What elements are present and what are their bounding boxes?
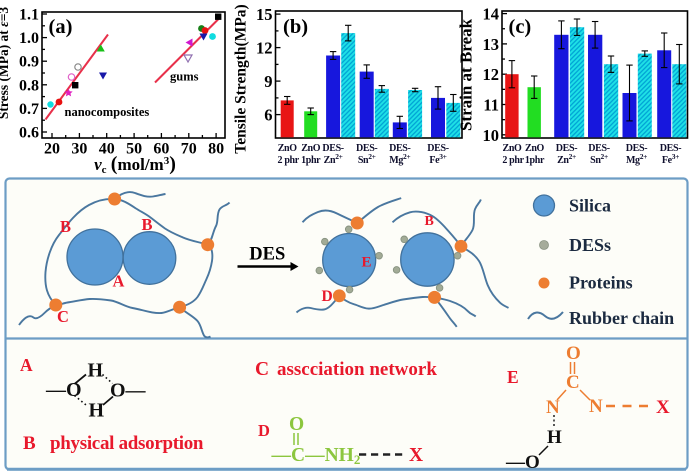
svg-text:gums: gums [170, 70, 199, 84]
svg-text:Mg2+: Mg2+ [626, 152, 647, 166]
svg-text:14: 14 [483, 5, 500, 24]
svg-text:DES-: DES- [660, 143, 681, 154]
svg-text:vc (mol/m3): vc (mol/m3) [94, 153, 176, 176]
svg-text:C: C [255, 359, 269, 380]
svg-text:Fe3+: Fe3+ [662, 152, 679, 166]
svg-text:10: 10 [483, 126, 500, 145]
svg-text:B: B [60, 217, 71, 236]
svg-text:DES: DES [249, 245, 285, 265]
svg-text:2 phr: 2 phr [502, 155, 524, 166]
svg-text:50: 50 [126, 141, 142, 158]
svg-text:Sn2+: Sn2+ [590, 152, 608, 166]
svg-text:70: 70 [181, 141, 197, 158]
svg-text:D: D [258, 421, 270, 440]
svg-text:DES-: DES- [427, 143, 448, 154]
svg-text:C: C [566, 372, 580, 393]
svg-text:1.1: 1.1 [19, 7, 39, 24]
svg-text:Proteins: Proteins [569, 273, 633, 293]
svg-text:(b): (b) [283, 16, 308, 38]
svg-text:40: 40 [99, 141, 115, 158]
svg-text:1.0: 1.0 [19, 30, 39, 47]
svg-text:0.6: 0.6 [19, 125, 39, 142]
svg-text:11: 11 [483, 96, 499, 115]
svg-text:DES-: DES- [322, 143, 343, 154]
svg-text:30: 30 [71, 141, 87, 158]
svg-text:—O: —O [45, 379, 82, 401]
svg-text:DES-: DES- [556, 143, 577, 154]
svg-text:B: B [142, 215, 153, 234]
svg-text:DESs: DESs [569, 235, 611, 255]
svg-text:H: H [88, 360, 104, 382]
svg-text:13: 13 [483, 35, 500, 54]
svg-text:E: E [507, 367, 519, 387]
svg-text:C: C [57, 307, 69, 326]
svg-text:asscciation network: asscciation network [277, 359, 437, 380]
svg-text:H: H [89, 400, 105, 422]
svg-text:Sn2+: Sn2+ [358, 152, 376, 166]
svg-text:X: X [656, 397, 670, 418]
svg-text:ZnO: ZnO [503, 143, 523, 154]
svg-text:O: O [566, 343, 581, 364]
svg-text:—C—NH2: —C—NH2 [271, 445, 361, 467]
svg-text:B: B [425, 214, 434, 229]
svg-text:2 phr: 2 phr [278, 155, 300, 166]
svg-text:60: 60 [153, 141, 169, 158]
svg-text:12: 12 [256, 39, 273, 58]
svg-text:physical adsorption: physical adsorption [50, 433, 204, 454]
svg-text:Strain at Break: Strain at Break [457, 18, 476, 131]
svg-text:Rubber chain: Rubber chain [569, 308, 674, 328]
svg-text:9: 9 [264, 72, 272, 91]
svg-text:B: B [23, 433, 36, 454]
svg-text:DES-: DES- [626, 143, 647, 154]
svg-text:nanocomposites: nanocomposites [65, 105, 150, 119]
svg-text:DES-: DES- [356, 143, 377, 154]
svg-text:A: A [113, 272, 125, 291]
svg-text:DES-: DES- [588, 143, 609, 154]
svg-text:ZnO: ZnO [525, 143, 545, 154]
svg-text:(c): (c) [509, 16, 532, 38]
svg-text:6: 6 [264, 106, 272, 125]
svg-text:0.9: 0.9 [19, 54, 39, 71]
svg-text:1phr: 1phr [525, 155, 545, 166]
svg-text:N: N [546, 397, 560, 418]
svg-text:Silica: Silica [569, 196, 611, 216]
svg-text:12: 12 [483, 65, 500, 84]
svg-text:20: 20 [44, 141, 60, 158]
svg-text:E: E [362, 254, 372, 270]
svg-text:—O: —O [505, 452, 540, 473]
svg-text:Fe3+: Fe3+ [429, 152, 446, 166]
svg-text:D: D [322, 288, 333, 305]
svg-text:Zn2+: Zn2+ [324, 152, 343, 166]
svg-text:1phr: 1phr [301, 155, 321, 166]
svg-text:DES-: DES- [389, 143, 410, 154]
svg-text:O—: O— [110, 380, 147, 402]
svg-text:0.8: 0.8 [19, 77, 39, 94]
svg-text:A: A [20, 355, 33, 375]
svg-text:X: X [409, 445, 423, 466]
svg-text:80: 80 [208, 141, 224, 158]
svg-text:(a): (a) [49, 16, 73, 38]
svg-text:N: N [589, 396, 603, 417]
svg-text:0.7: 0.7 [19, 101, 39, 118]
svg-text:Mg2+: Mg2+ [389, 152, 410, 166]
svg-text:Tensile Strength(MPa): Tensile Strength(MPa) [233, 4, 250, 153]
svg-text:ZnO: ZnO [278, 143, 298, 154]
svg-text:ZnO: ZnO [301, 143, 321, 154]
svg-text:H: H [547, 427, 562, 448]
svg-text:Zn2+: Zn2+ [557, 152, 576, 166]
svg-text:Stress (MPa) at ε=3: Stress (MPa) at ε=3 [0, 7, 11, 120]
svg-text:O: O [289, 414, 304, 435]
svg-text:15: 15 [256, 5, 273, 24]
